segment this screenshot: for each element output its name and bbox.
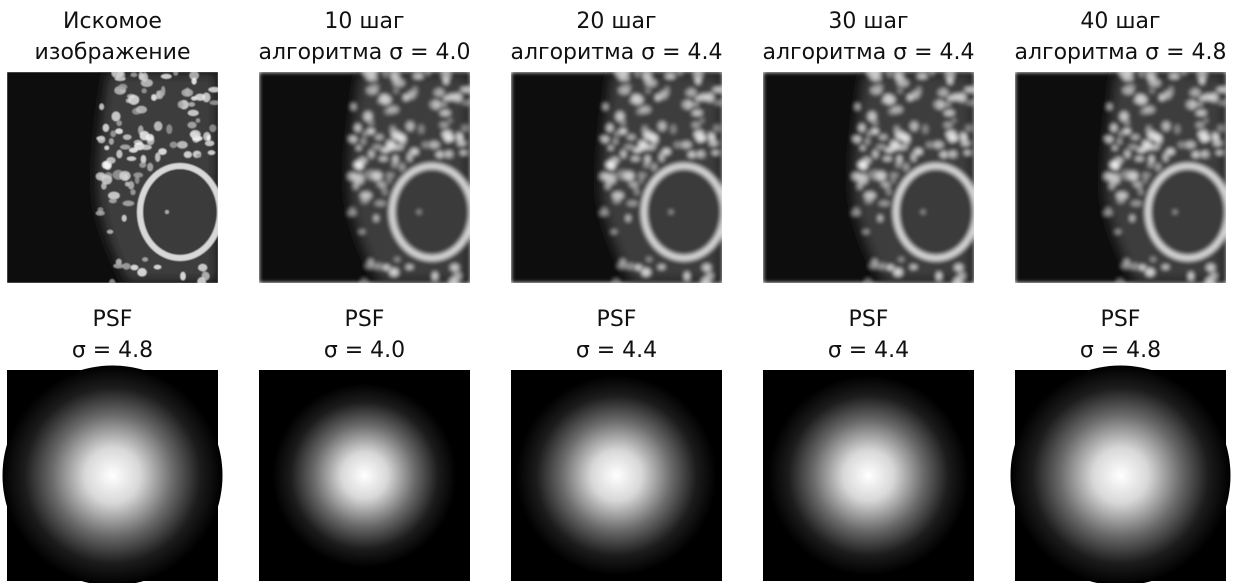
image: [763, 68, 976, 287]
panel: Искомое изображение: [7, 9, 220, 287]
figure: Искомое изображение 10 шаг алгоритма σ = 4.…: [0, 0, 1259, 583]
psf-image: [1011, 366, 1231, 583]
image: [1015, 68, 1228, 287]
panel-title: алгоритма σ = 4.8: [1014, 40, 1226, 65]
panel: 10 шаг алгоритма σ = 4.0: [258, 9, 472, 287]
panel-title: изображение: [34, 40, 190, 65]
panel-title: алгоритма σ = 4.4: [510, 40, 722, 65]
panel-title: 40 шаг: [1080, 9, 1160, 34]
image: [7, 68, 220, 287]
image: [259, 68, 472, 287]
image: [511, 68, 724, 287]
panel: 20 шаг алгоритма σ = 4.4: [510, 9, 724, 287]
panel-title: σ = 4.4: [576, 338, 657, 363]
panel-title: 30 шаг: [828, 9, 908, 34]
panel-title: σ = 4.4: [828, 338, 909, 363]
psf-image: [769, 376, 969, 576]
panel: 40 шаг алгоритма σ = 4.8: [1014, 9, 1228, 287]
psf-image: [273, 384, 457, 568]
panel-title: σ = 4.0: [324, 338, 405, 363]
panel: PSF σ = 4.0: [259, 307, 470, 581]
panel: 30 шаг алгоритма σ = 4.4: [762, 9, 976, 287]
panel-title: PSF: [849, 307, 889, 332]
panel-title: σ = 4.8: [72, 338, 153, 363]
panel-title: 10 шаг: [324, 9, 404, 34]
panel-title: Искомое: [63, 9, 162, 34]
panel-title: алгоритма σ = 4.4: [762, 40, 974, 65]
psf-image: [517, 376, 717, 576]
panel-title: σ = 4.8: [1080, 338, 1161, 363]
panels: Искомое изображение 10 шаг алгоритма σ = 4.…: [3, 9, 1231, 583]
psf-image: [3, 366, 223, 583]
panel: PSF σ = 4.8: [1011, 307, 1231, 583]
panel-title: 20 шаг: [576, 9, 656, 34]
panel: PSF σ = 4.8: [3, 307, 223, 583]
panel-title: PSF: [93, 307, 133, 332]
panel-title: PSF: [345, 307, 385, 332]
panel-title: PSF: [1101, 307, 1141, 332]
panel: PSF σ = 4.4: [763, 307, 974, 581]
panel: PSF σ = 4.4: [511, 307, 722, 581]
panel-title: PSF: [597, 307, 637, 332]
panel-title: алгоритма σ = 4.0: [258, 40, 470, 65]
